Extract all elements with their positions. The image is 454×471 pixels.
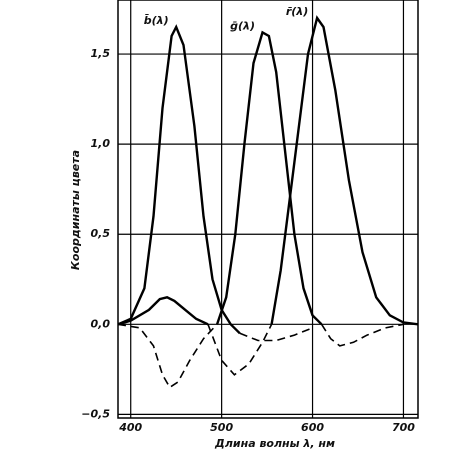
curve — [270, 15, 419, 326]
y-tick-label: −0,5 — [81, 407, 110, 420]
curve — [117, 24, 241, 335]
y-tick-label: 0,5 — [91, 227, 111, 240]
plot-frame — [117, 0, 419, 419]
x-axis-label: Длина волны λ, нм — [214, 437, 335, 450]
y-tick-label: 1,5 — [91, 47, 111, 60]
curve — [239, 327, 313, 342]
y-tick-label: 0,0 — [91, 317, 111, 330]
curve — [320, 323, 404, 347]
y-axis-label: Координаты цвета — [69, 150, 82, 270]
curve — [117, 296, 209, 326]
x-tick-label: 500 — [210, 421, 233, 434]
curve-label: r̄(λ) — [286, 5, 308, 18]
curve — [117, 323, 218, 389]
curve — [207, 323, 273, 376]
curve-label: ḡ(λ) — [230, 19, 255, 32]
y-tick-label: 1,0 — [91, 137, 111, 150]
x-tick-label: 700 — [392, 421, 415, 434]
x-tick-label: 600 — [301, 421, 324, 434]
curve-label: b̄(λ) — [144, 14, 169, 27]
curve — [215, 30, 323, 326]
x-tick-label: 400 — [118, 421, 142, 434]
